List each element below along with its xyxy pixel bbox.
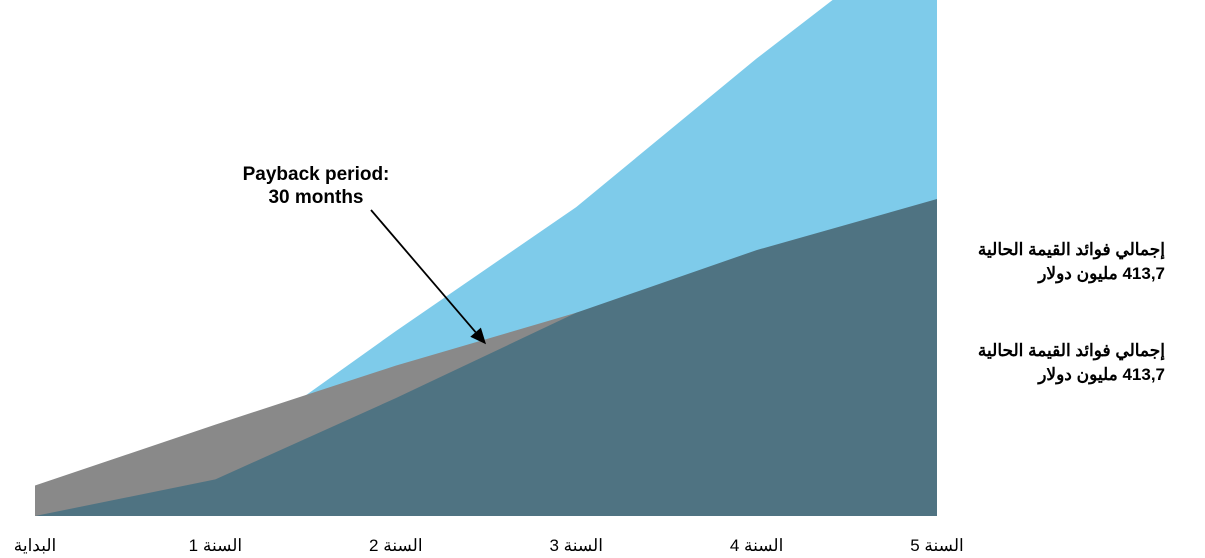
side-label-2-line-1: إجمالي فوائد القيمة الحالية (977, 341, 1165, 360)
payback-arrow (370, 209, 486, 345)
payback-annotation-line-1: Payback period: (243, 164, 390, 185)
x-tick-label: السنة 1 (189, 536, 243, 555)
payback-annotation-line-2: 30 months (268, 187, 363, 208)
side-label-1-line-2: 413,7 مليون دولار (1038, 264, 1165, 283)
x-tick-label: السنة 3 (549, 536, 603, 555)
x-axis-tick-labels: البداية السنة 1 السنة 2 السنة 3 السنة 4 السنة… (14, 536, 964, 555)
side-label-1: إجمالي فوائد القيمة الحالية 413,7 مليون … (905, 238, 1165, 286)
plot-areas (35, 0, 937, 516)
area-series-dark (35, 199, 937, 516)
x-tick-label: السنة 2 (369, 536, 423, 555)
payback-arrow-line (370, 209, 477, 333)
x-tick-label: السنة 4 (730, 536, 784, 555)
side-label-1-line-1: إجمالي فوائد القيمة الحالية (977, 240, 1165, 259)
payback-arrow-head (470, 327, 486, 345)
x-tick-label: البداية (14, 536, 57, 555)
x-tick-label: السنة 5 (910, 536, 964, 555)
side-label-2-line-2: 413,7 مليون دولار (1038, 365, 1165, 384)
side-label-2: إجمالي فوائد القيمة الحالية 413,7 مليون … (905, 339, 1165, 387)
